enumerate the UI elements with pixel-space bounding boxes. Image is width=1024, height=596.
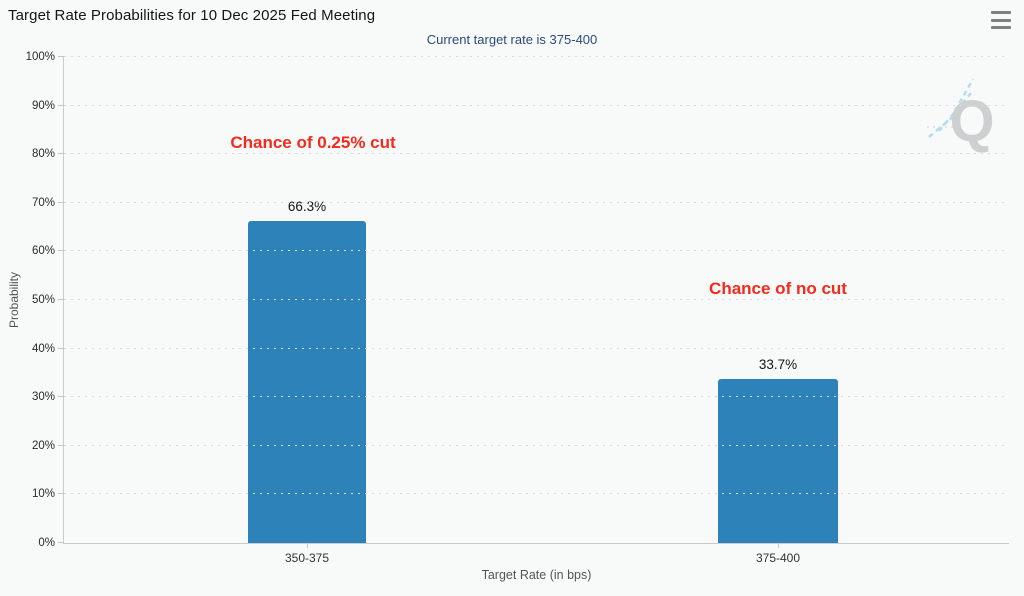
- y-axis-tick: [58, 250, 64, 252]
- y-axis-tick-label: 50%: [31, 294, 55, 306]
- gridline: [64, 250, 1007, 252]
- y-axis-tick-label: 70%: [31, 196, 55, 209]
- bar-value-label: 33.7%: [758, 357, 798, 373]
- y-axis-tick-label: 100%: [25, 51, 55, 63]
- hamburger-icon: [991, 26, 1011, 29]
- annotation-chance-of-cut: Chance of 0.25% cut: [230, 133, 396, 152]
- y-axis-tick: [58, 444, 64, 446]
- plot-area: Q Chance of 0.25% cut Chance of no cut 6…: [26, 51, 1009, 582]
- hamburger-icon: [991, 18, 1011, 22]
- annotation-chance-of-no-cut: Chance of no cut: [709, 279, 847, 298]
- gridline: [64, 104, 1007, 106]
- gridline: [64, 444, 1007, 446]
- y-axis-tick: [58, 542, 64, 543]
- y-axis-tick-label: 80%: [31, 148, 55, 161]
- y-axis-tick: [58, 56, 64, 57]
- chart-title: Target Rate Probabilities for 10 Dec 202…: [8, 7, 376, 24]
- y-axis-tick-label: 60%: [31, 245, 55, 258]
- y-axis-tick-label: 90%: [31, 99, 55, 112]
- gridline: [64, 299, 1007, 300]
- y-axis-tick-label: 30%: [31, 391, 55, 404]
- y-axis-tick-label: 40%: [31, 342, 55, 355]
- bar-375-400[interactable]: [718, 379, 838, 543]
- gridline: [64, 153, 1007, 155]
- y-axis-tick-label: 10%: [31, 488, 55, 501]
- bar-group-350-375: 66.3% 350-375: [248, 57, 366, 565]
- y-axis-tick: [58, 396, 64, 398]
- hamburger-icon: [991, 11, 1011, 14]
- y-axis-tick: [58, 104, 64, 106]
- gridline: [64, 347, 1007, 349]
- y-axis-tick: [58, 201, 64, 203]
- watermark-letter: Q: [949, 89, 994, 154]
- gridline: [64, 493, 1007, 495]
- chart-subtitle: Current target rate is 375-400: [426, 32, 598, 47]
- y-axis-tick: [58, 347, 64, 349]
- x-axis-tick-label: 375-400: [755, 551, 801, 565]
- watermark-swoosh-icon: [928, 78, 975, 138]
- chart-menu-button[interactable]: [991, 10, 1013, 30]
- y-axis-tick: [58, 299, 64, 300]
- y-axis-tick: [58, 493, 64, 495]
- x-axis-tick: [307, 543, 308, 548]
- x-axis-tick: [778, 543, 779, 548]
- y-axis-title: Probability: [7, 271, 21, 329]
- watermark-q-logo: Q: [925, 71, 1005, 159]
- bar-group-375-400: 33.7% 375-400: [718, 57, 838, 565]
- gridline: [64, 201, 1007, 203]
- y-axis-tick-label: 20%: [31, 439, 55, 452]
- x-axis-title: Target Rate (in bps): [481, 568, 592, 582]
- gridline: [64, 396, 1007, 398]
- gridline: [64, 56, 1007, 57]
- y-axis-tick: [58, 153, 64, 155]
- x-axis-tick-label: 350-375: [284, 551, 330, 565]
- y-axis-tick-label: 0%: [38, 537, 55, 549]
- bar-350-375[interactable]: [248, 220, 366, 543]
